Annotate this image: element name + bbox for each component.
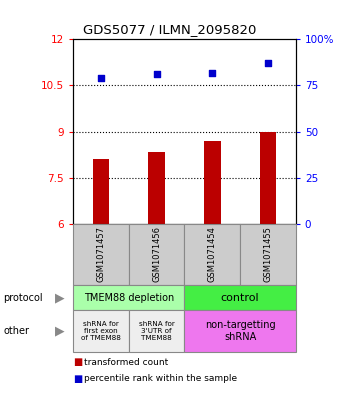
Text: other: other [3,326,29,336]
Point [154,71,159,77]
Text: control: control [221,293,259,303]
Bar [184,224,240,285]
Bar [184,285,296,310]
Bar [73,224,129,285]
Text: ▶: ▶ [55,325,64,338]
Text: GDS5077 / ILMN_2095820: GDS5077 / ILMN_2095820 [83,23,257,36]
Bar [92,160,109,224]
Text: ■: ■ [73,374,82,384]
Text: ■: ■ [73,357,82,367]
Bar [240,224,296,285]
Bar [129,224,185,285]
Text: ▶: ▶ [55,291,64,304]
Bar [73,285,184,310]
Bar [148,152,165,224]
Point [98,75,104,81]
Text: percentile rank within the sample: percentile rank within the sample [84,374,237,383]
Text: GSM1071457: GSM1071457 [97,226,105,283]
Text: GSM1071455: GSM1071455 [264,226,272,283]
Text: shRNA for
first exon
of TMEM88: shRNA for first exon of TMEM88 [81,321,121,341]
Text: non-targetting
shRNA: non-targetting shRNA [205,320,275,342]
Bar [204,141,221,224]
Text: shRNA for
3'UTR of
TMEM88: shRNA for 3'UTR of TMEM88 [139,321,174,341]
Bar [260,132,276,224]
Text: GSM1071456: GSM1071456 [152,226,161,283]
Text: TMEM88 depletion: TMEM88 depletion [84,293,174,303]
Text: protocol: protocol [3,293,43,303]
Text: GSM1071454: GSM1071454 [208,226,217,283]
Bar [73,310,129,352]
Bar [129,310,185,352]
Bar [184,310,296,352]
Text: transformed count: transformed count [84,358,169,367]
Point [209,70,215,76]
Point [265,60,271,66]
